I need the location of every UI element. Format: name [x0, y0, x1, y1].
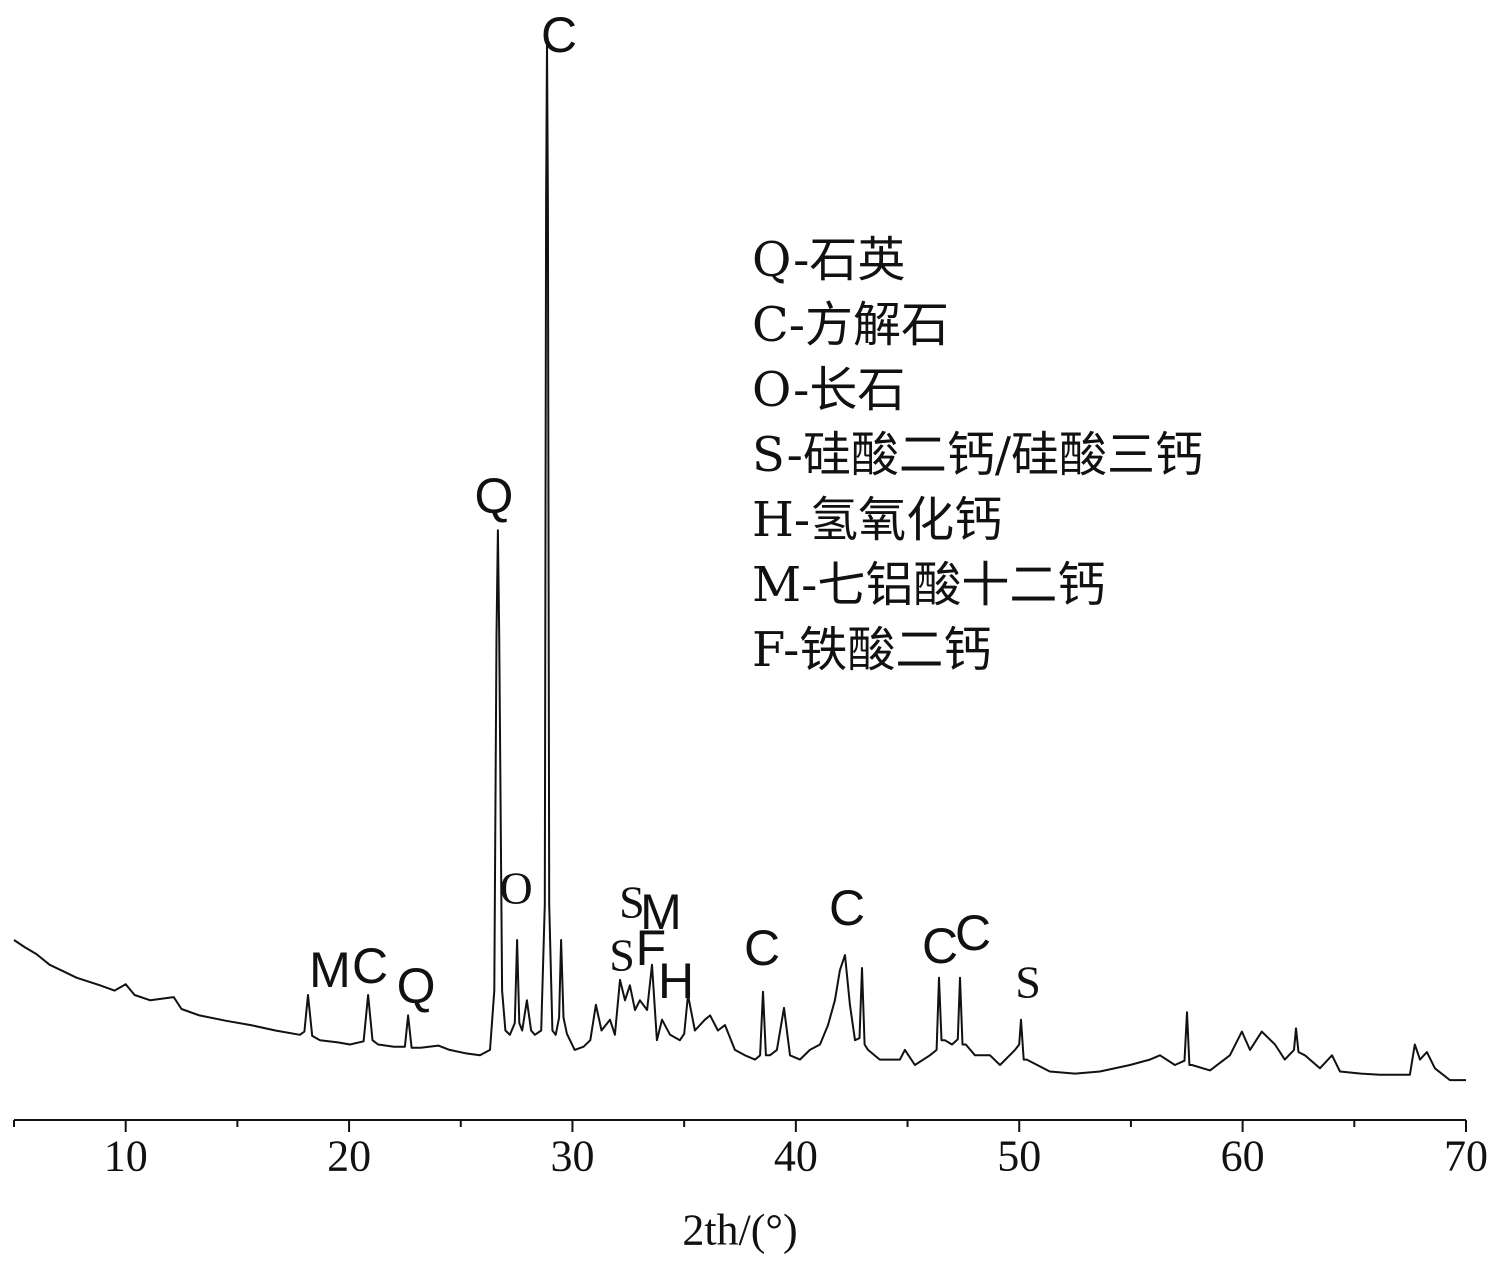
peak-label-Q-3: Q [474, 468, 513, 524]
peak-label-S-8: S [609, 930, 635, 981]
peak-label-C-1: C [352, 938, 388, 994]
x-axis-tick-labels: 10 20 30 40 50 60 70 [104, 1132, 1488, 1181]
peak-label-C-12: C [829, 880, 865, 936]
peak-label-F-9: F [636, 920, 667, 976]
peak-label-C-11: C [744, 920, 780, 976]
peak-label-S-6: S [619, 877, 645, 928]
peak-label-S-15: S [1015, 957, 1041, 1008]
x-tick-label-10: 10 [104, 1132, 148, 1181]
x-tick-label-30: 30 [550, 1132, 594, 1181]
peak-label-O-4: O [499, 863, 532, 914]
x-axis-ticks [13, 1120, 1467, 1132]
x-tick-label-40: 40 [774, 1132, 818, 1181]
legend-item-calcite: C-方解石 [752, 297, 949, 353]
legend-item-calcium-silicate: S-硅酸二钙/硅酸三钙 [752, 427, 1204, 483]
x-tick-label-50: 50 [997, 1132, 1041, 1181]
peak-label-H-10: H [658, 953, 694, 1009]
peak-label-C-14: C [955, 905, 991, 961]
legend-item-mayenite: M-七铝酸十二钙 [752, 557, 1106, 613]
legend-item-quartz: Q-石英 [752, 232, 906, 288]
legend-item-feldspar: O-长石 [752, 362, 906, 418]
series-line [13, 41, 1466, 1082]
peak-label-Q-2: Q [397, 958, 436, 1014]
x-tick-label-70: 70 [1444, 1132, 1488, 1181]
x-tick-label-60: 60 [1221, 1132, 1265, 1181]
legend-item-calcium-hydroxide: H-氢氧化钙 [752, 492, 1003, 548]
legend: Q-石英 C-方解石 O-长石 S-硅酸二钙/硅酸三钙 H-氢氧化钙 M-七铝酸… [752, 228, 1203, 683]
peak-label-C-5: C [541, 7, 577, 63]
legend-item-ferrite: F-铁酸二钙 [752, 622, 992, 678]
x-axis-label: 2th/(°) [682, 1206, 797, 1255]
peak-label-M-7: M [640, 884, 682, 940]
peak-label-M-0: M [309, 942, 351, 998]
peak-label-C-13: C [922, 918, 958, 974]
x-tick-label-20: 20 [327, 1132, 371, 1181]
